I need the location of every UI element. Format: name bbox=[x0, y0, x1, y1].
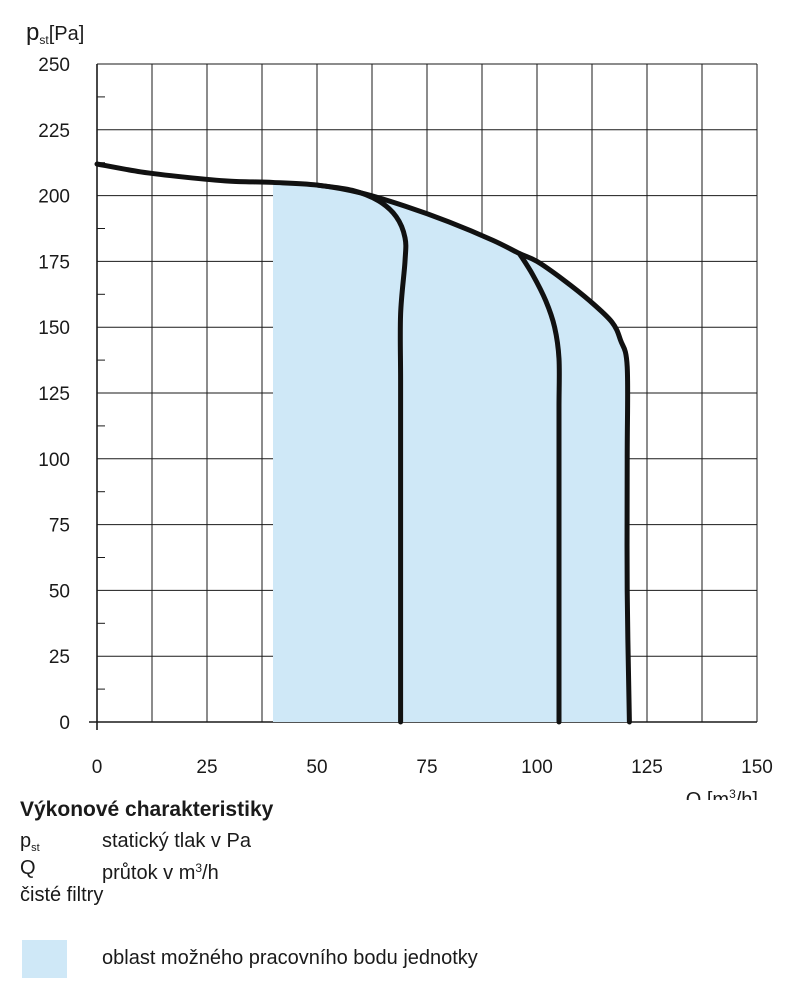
x-tick-label: 100 bbox=[521, 757, 553, 778]
y-tick-label: 175 bbox=[38, 252, 70, 273]
y-tick-label: 0 bbox=[59, 713, 70, 734]
y-tick-label: 25 bbox=[49, 647, 70, 668]
y-tick-label: 75 bbox=[49, 516, 70, 537]
y-tick-label: 225 bbox=[38, 121, 70, 142]
flow-symbol: Q bbox=[20, 857, 36, 879]
x-axis-title: Q [m3/h] bbox=[686, 787, 758, 800]
operating-area bbox=[273, 182, 630, 722]
performance-chart: 0 25 50 75 100 125 150 0 25 50 75 100 125 150 175 200 2… bbox=[26, 19, 773, 800]
curve-2 bbox=[314, 182, 409, 725]
flow-description: průtok v m3/h bbox=[102, 861, 219, 884]
x-tick-label: 75 bbox=[416, 757, 437, 778]
y-tick-label: 100 bbox=[38, 450, 70, 471]
x-tick-label: 150 bbox=[741, 757, 773, 778]
legend-row-flow: Q průtok v m3/h bbox=[20, 855, 780, 884]
x-tick-label: 125 bbox=[631, 757, 663, 778]
y-tick-label: 250 bbox=[38, 55, 70, 76]
pressure-symbol: pst bbox=[20, 830, 40, 854]
x-tick-label: 50 bbox=[306, 757, 327, 778]
x-tick-labels: 0 25 50 75 100 125 150 bbox=[92, 757, 773, 778]
legend-row-pressure: pst statický tlak v Pa bbox=[20, 828, 780, 855]
y-tick-label: 50 bbox=[49, 581, 70, 602]
legend-note: čisté filtry bbox=[20, 884, 104, 906]
x-tick-label: 25 bbox=[196, 757, 217, 778]
y-tick-label: 150 bbox=[38, 318, 70, 339]
y-tick-labels: 0 25 50 75 100 125 150 175 200 225 250 bbox=[38, 55, 70, 734]
y-tick-label: 125 bbox=[38, 384, 70, 405]
legend: Výkonové charakteristiky pst statický tl… bbox=[20, 798, 780, 978]
chart-series bbox=[94, 161, 632, 725]
y-tick-label: 200 bbox=[38, 187, 70, 208]
legend-title: Výkonové charakteristiky bbox=[20, 798, 274, 821]
y-axis-title: pst[Pa] bbox=[26, 19, 84, 47]
area-legend-label: oblast možného pracovního bodu jednotky bbox=[102, 947, 478, 969]
curve-3 bbox=[516, 251, 562, 725]
x-tick-label: 0 bbox=[92, 757, 103, 778]
area-legend: oblast možného pracovního bodu jednotky bbox=[20, 940, 720, 980]
area-swatch bbox=[22, 940, 67, 978]
pressure-description: statický tlak v Pa bbox=[102, 830, 251, 852]
